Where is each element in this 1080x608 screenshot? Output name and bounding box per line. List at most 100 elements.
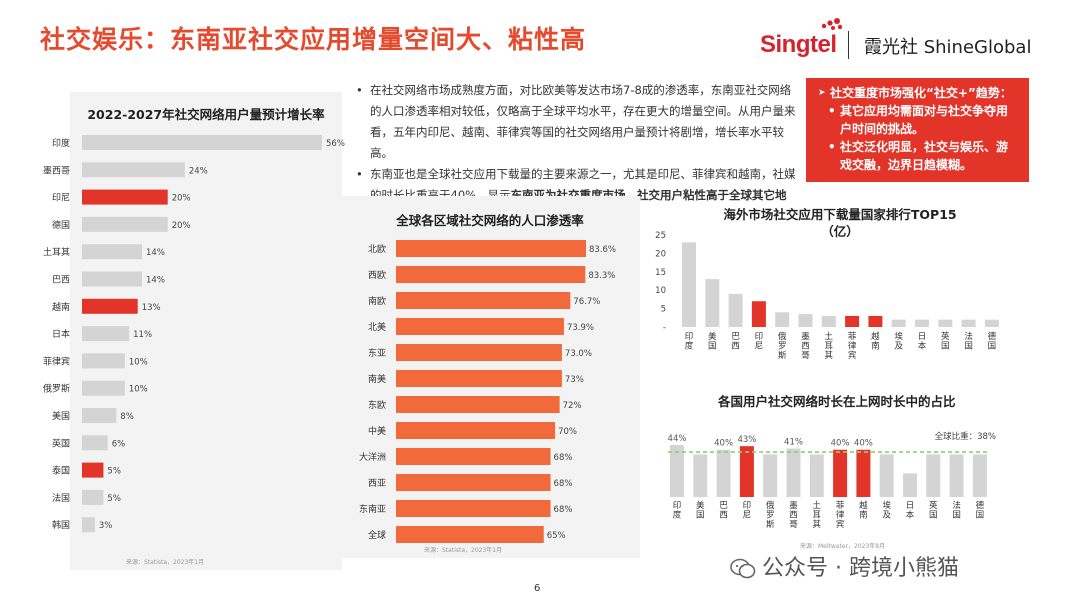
category-label: 埃及 (882, 500, 891, 521)
bar (891, 319, 906, 327)
category-label: 印尼 (755, 331, 764, 352)
bar (82, 326, 130, 342)
category-label: 德国 (988, 331, 997, 352)
data-label: 83.6% (589, 245, 616, 255)
category-label: 巴西 (52, 275, 70, 286)
category-label: 埃及 (894, 331, 903, 352)
data-label: 40% (854, 439, 873, 449)
y-tick-label: 20 (655, 249, 666, 259)
bar (396, 240, 586, 257)
category-label: 法国 (52, 492, 70, 504)
callout-heading: 社交重度市场强化“社交+”趋势： (818, 84, 1019, 102)
category-label: 俄罗斯 (778, 331, 787, 361)
bar (82, 353, 125, 369)
category-label: 泰国 (52, 465, 70, 477)
bar (915, 319, 929, 327)
data-label: 73.9% (567, 323, 594, 333)
bar (728, 293, 743, 327)
bar (821, 315, 836, 327)
data-label: 65% (547, 531, 566, 541)
bar (693, 454, 708, 497)
category-label: 中美 (368, 425, 386, 437)
category-label: 南欧 (368, 295, 386, 307)
data-label: 5% (107, 467, 121, 477)
bar (396, 266, 586, 283)
wechat-icon (730, 558, 756, 579)
category-label: 美国 (708, 331, 717, 352)
data-label: 40% (831, 439, 850, 449)
bar (763, 454, 778, 497)
data-label: 40% (714, 439, 733, 449)
data-label: 41% (784, 438, 803, 448)
category-label: 西亚 (368, 478, 386, 489)
category-label: 墨西哥 (801, 332, 810, 361)
bar (809, 454, 824, 497)
category-label: 日本 (906, 501, 915, 521)
category-label: 俄罗斯 (766, 500, 775, 530)
bar (739, 446, 754, 497)
category-label: 韩国 (52, 519, 70, 531)
bar (938, 319, 953, 327)
watermark-text: 公众号 · 跨境小熊猫 (762, 556, 959, 581)
data-label: 72% (563, 401, 582, 411)
brand-singtel: Singtel (760, 31, 837, 58)
bar (682, 242, 696, 327)
category-label: 法国 (952, 500, 961, 521)
y-tick-label: - (663, 323, 666, 333)
data-label: 20% (172, 194, 191, 204)
data-label: 20% (172, 221, 191, 231)
bar (845, 315, 860, 327)
y-tick-label: 15 (655, 268, 666, 278)
data-label: 5% (107, 494, 121, 504)
category-label: 东欧 (368, 399, 386, 411)
bar (82, 408, 117, 423)
callout-item: 社交泛化明显，社交与娱乐、游戏交融，边界日趋模糊。 (818, 138, 1019, 174)
category-label: 印度 (52, 137, 70, 149)
data-label: 10% (129, 385, 148, 395)
category-label: 日本 (918, 332, 927, 352)
category-label: 南美 (368, 373, 386, 385)
watermark: 公众号 · 跨境小熊猫 (730, 550, 959, 582)
bar (775, 312, 790, 327)
category-label: 美国 (696, 500, 705, 521)
bar (879, 454, 894, 497)
time-share-chart-source: 来源：Meltwater，2023年8月 (800, 543, 886, 550)
bar (798, 314, 813, 327)
bar (716, 449, 731, 497)
time-share-chart-title: 各国用户社交网络时长在上网时长中的占比 (718, 394, 956, 409)
bar (751, 301, 766, 327)
data-label: 70% (558, 427, 577, 437)
category-label: 东亚 (368, 347, 386, 359)
growth-chart-title: 2022-2027年社交网络用户量预计增长率 (87, 107, 325, 122)
bar (961, 319, 976, 327)
category-label: 土耳其 (813, 500, 822, 530)
bar (856, 449, 871, 497)
bar (670, 445, 684, 497)
category-label: 美国 (52, 410, 70, 422)
data-label: 6% (112, 439, 126, 449)
category-label: 印度 (673, 500, 682, 521)
bar (786, 448, 801, 497)
category-label: 越南 (871, 331, 880, 352)
bar (396, 526, 544, 543)
brand-divider (848, 31, 849, 59)
data-label: 44% (668, 434, 687, 444)
category-label: 巴西 (719, 501, 728, 521)
downloads-chart-title: 海外市场社交应用下载量国家排行TOP15（亿） (723, 207, 957, 239)
category-label: 印尼 (52, 192, 70, 204)
data-label: 11% (133, 330, 152, 340)
growth-chart: 印度 56% 墨西哥 24% 印尼 20% 德国 20% 土耳其 14% 巴西 14% 越南 13% 日本 1… (43, 135, 345, 533)
summary-bullets: 在社交网络市场成熟度方面，对比欧美等发达市场7-8成的渗透率，东南亚社交网络的人… (356, 80, 796, 227)
category-label: 俄罗斯 (43, 383, 70, 395)
category-label: 东南亚 (359, 503, 386, 515)
data-label: 13% (142, 303, 161, 313)
category-label: 全球 (368, 529, 386, 541)
callout-box: 社交重度市场强化“社交+”趋势： 其它应用均需面对与社交争夺用户时间的挑战。 社… (806, 78, 1029, 182)
category-label: 印度 (685, 331, 694, 352)
data-label: 73% (565, 375, 584, 385)
category-label: 菲律宾 (43, 355, 70, 367)
bar (868, 315, 883, 327)
category-label: 德国 (52, 219, 70, 231)
bar (396, 448, 551, 465)
